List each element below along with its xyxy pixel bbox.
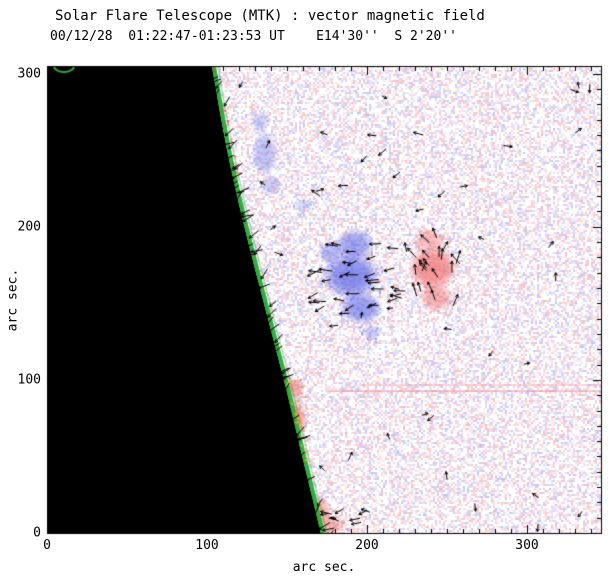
y-tick-label-200: 200 — [17, 219, 41, 235]
x-tick-label-300: 300 — [515, 538, 539, 553]
x-tick-label-100: 100 — [195, 538, 219, 553]
x-tick-label-200: 200 — [355, 538, 379, 553]
y-tick-label-0: 0 — [33, 525, 41, 541]
figure-title: Solar Flare Telescope (MTK) : vector mag… — [55, 8, 485, 24]
x-tick-label-0: 0 — [43, 538, 51, 553]
y-tick-label-300: 300 — [17, 66, 41, 82]
x-axis-label: arc sec. — [292, 560, 356, 575]
figure-subtitle: 00/12/28 01:22:47-01:23:53 UT E14'30'' S… — [50, 29, 457, 44]
y-tick-label-100: 100 — [17, 372, 41, 388]
y-axis-label: arc sec. — [5, 268, 21, 332]
